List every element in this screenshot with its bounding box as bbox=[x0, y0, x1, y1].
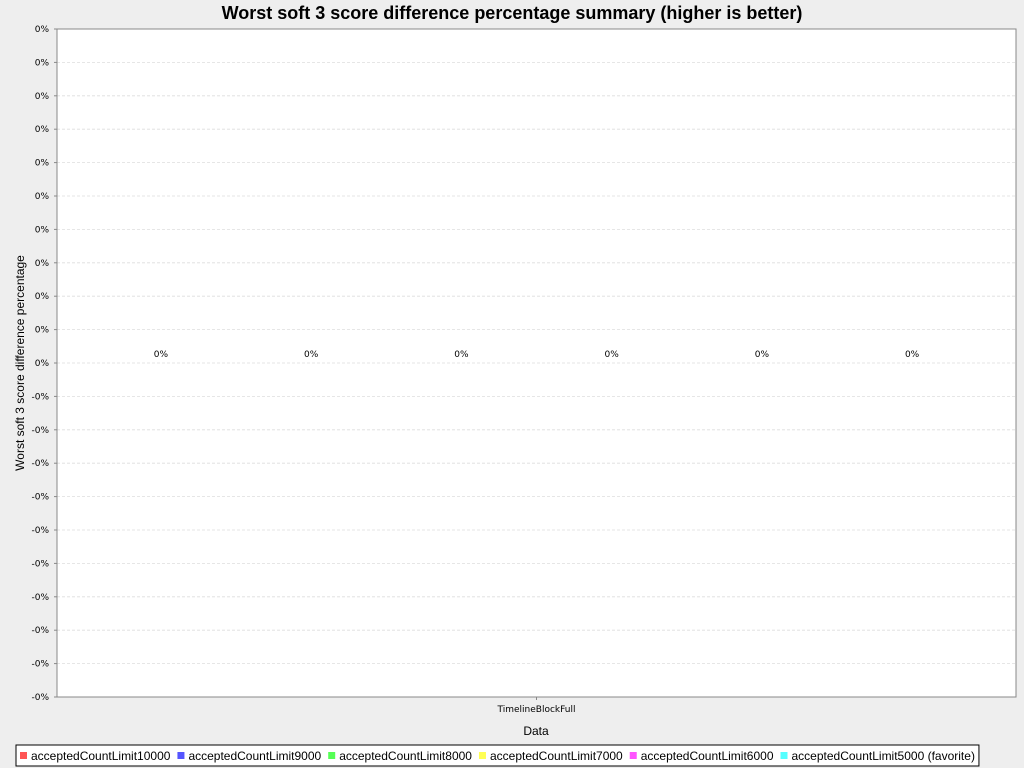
legend-item-label: acceptedCountLimit8000 bbox=[339, 749, 472, 763]
data-label: 0% bbox=[905, 350, 920, 360]
y-axis-label: Worst soft 3 score difference percentage bbox=[13, 255, 27, 471]
y-tick-label: -0% bbox=[31, 559, 49, 569]
legend-item-label: acceptedCountLimit7000 bbox=[490, 749, 623, 763]
y-tick-label: 0% bbox=[35, 259, 50, 269]
y-tick-label: -0% bbox=[31, 660, 49, 670]
data-label: 0% bbox=[304, 350, 319, 360]
data-label: 0% bbox=[454, 350, 469, 360]
y-tick-label: 0% bbox=[35, 25, 50, 35]
plot-background bbox=[57, 29, 1016, 697]
data-label: 0% bbox=[154, 350, 169, 360]
y-tick-label: -0% bbox=[31, 693, 49, 703]
legend-item-label: acceptedCountLimit9000 bbox=[188, 749, 321, 763]
legend-item-label: acceptedCountLimit5000 (favorite) bbox=[792, 749, 975, 763]
y-tick-label: -0% bbox=[31, 426, 49, 436]
y-tick-label: -0% bbox=[31, 626, 49, 636]
legend-swatch bbox=[177, 752, 185, 759]
legend-swatch bbox=[328, 752, 336, 759]
legend-box bbox=[15, 744, 980, 767]
y-tick-label: 0% bbox=[35, 292, 50, 302]
y-tick-label: 0% bbox=[35, 159, 50, 169]
y-tick-label: -0% bbox=[31, 493, 49, 503]
y-tick-label: 0% bbox=[35, 125, 50, 135]
plot-area: 0% 0% 0% 0% 0% 0% 0% 0% 0% 0% 0% -0% -0% -0% -0% -0% -0%… bbox=[31, 25, 1017, 715]
y-tick-label: -0% bbox=[31, 392, 49, 402]
legend-swatch bbox=[780, 752, 788, 759]
y-tick-label: 0% bbox=[35, 192, 50, 202]
y-tick-label: -0% bbox=[31, 526, 49, 536]
y-tick-label: 0% bbox=[35, 359, 50, 369]
data-label: 0% bbox=[755, 350, 770, 360]
legend: acceptedCountLimit10000 acceptedCountLimi… bbox=[15, 744, 980, 767]
y-tick-label: -0% bbox=[31, 593, 49, 603]
y-tick-label: 0% bbox=[35, 225, 50, 235]
chart-title: Worst soft 3 score difference percentage… bbox=[222, 3, 803, 23]
legend-swatch bbox=[478, 752, 486, 759]
legend-swatch bbox=[629, 752, 637, 759]
y-tick-label: 0% bbox=[35, 92, 50, 102]
y-tick-label: -0% bbox=[31, 459, 49, 469]
y-tick-label: 0% bbox=[35, 326, 50, 336]
x-axis-label: Data bbox=[523, 724, 549, 738]
category-label: TimelineBlockFull bbox=[497, 705, 576, 715]
legend-swatch bbox=[20, 752, 27, 759]
legend-item-label: acceptedCountLimit10000 bbox=[31, 749, 171, 763]
data-label: 0% bbox=[604, 350, 619, 360]
legend-item-label: acceptedCountLimit6000 bbox=[641, 749, 774, 763]
y-tick-label: 0% bbox=[35, 58, 50, 68]
